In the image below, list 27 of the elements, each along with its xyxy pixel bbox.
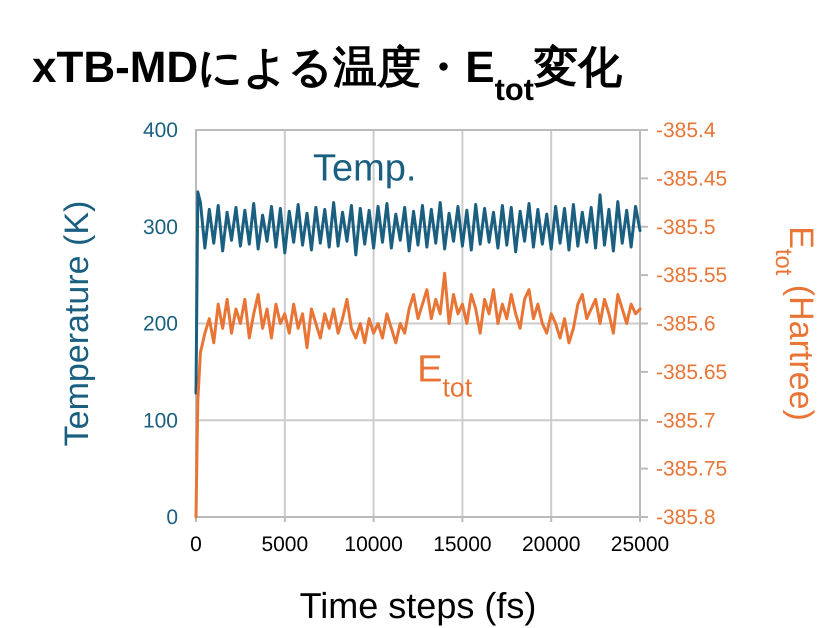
line-series — [194, 190, 642, 395]
y2-tick-label: -385.4 — [656, 119, 716, 142]
x-axis-title: Time steps (fs) — [300, 585, 536, 626]
line-series — [194, 272, 642, 518]
y-tick-label: 400 — [142, 119, 178, 142]
y-tick-label: 200 — [142, 312, 178, 336]
y2-tick-label: -385.65 — [656, 360, 728, 384]
y-tick-label: 300 — [142, 216, 178, 239]
x-tick-label: 0 — [190, 533, 202, 556]
y-axis-title: Temperature (K) — [58, 200, 96, 446]
y-tick-label: 0 — [166, 506, 178, 529]
y2-tick-label: -385.75 — [656, 458, 728, 481]
series-label: E$_{tot}$ — [417, 348, 473, 403]
x-tick-label: 10000 — [344, 533, 403, 556]
y2-tick-label: -385.8 — [656, 506, 716, 529]
x-tick-label: 5000 — [261, 533, 308, 556]
y2-tick-label: -385.55 — [656, 264, 728, 288]
chart-title: xTB-MDによる温度・E$_{tot}$変化 — [32, 43, 623, 106]
y2-tick-label: -385.5 — [656, 216, 716, 239]
x-tick-label: 15000 — [433, 533, 492, 556]
x-tick-label: 25000 — [610, 533, 670, 556]
y2-tick-label: -385.45 — [656, 167, 728, 190]
y2-tick-label: -385.7 — [656, 409, 716, 432]
series-label: Temp. — [312, 147, 416, 190]
x-tick-label: 20000 — [522, 533, 580, 556]
y-tick-label: 100 — [142, 409, 178, 432]
y2-tick-label: -385.6 — [656, 312, 716, 336]
